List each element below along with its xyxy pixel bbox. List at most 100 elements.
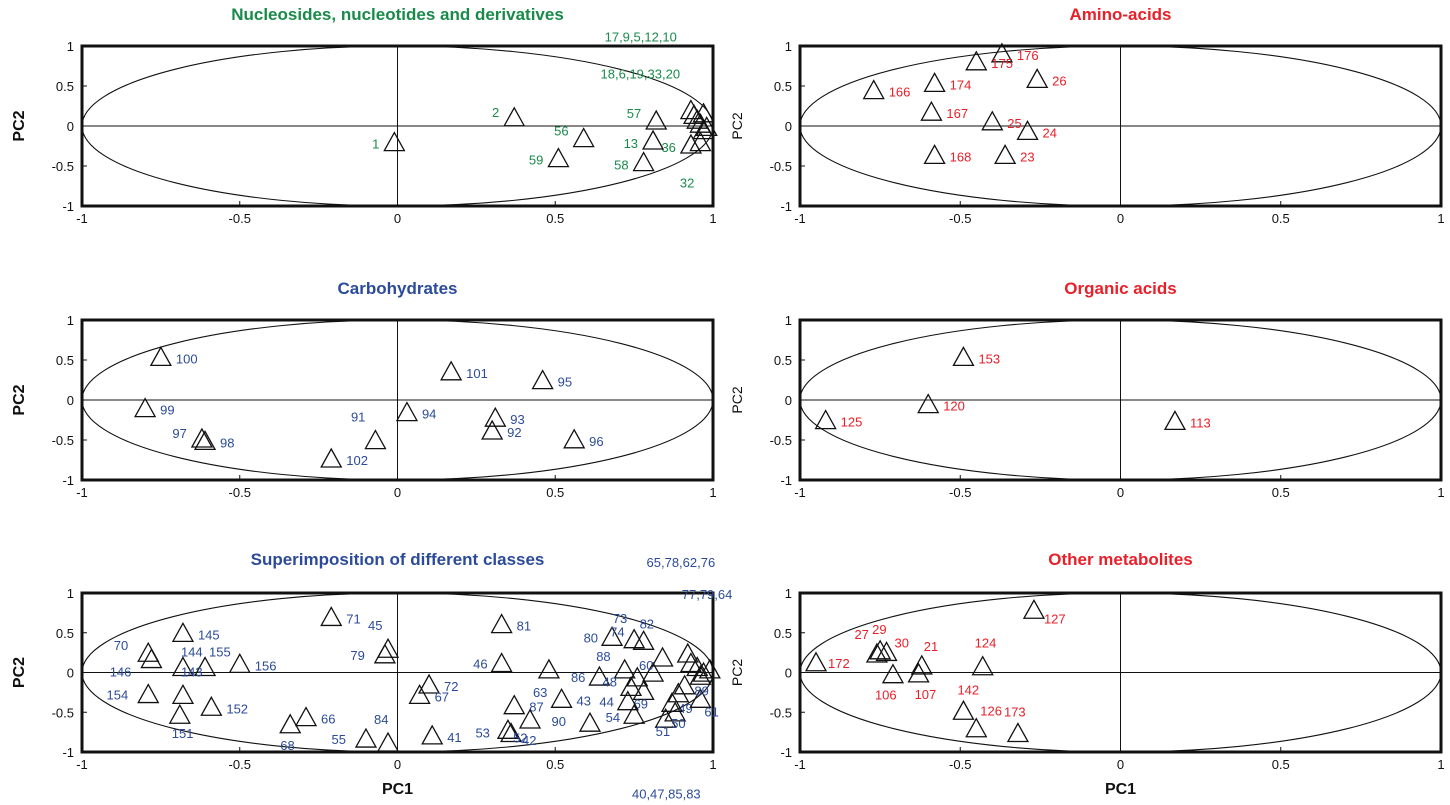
point-marker	[1016, 120, 1039, 141]
y-tick-label: 0	[67, 666, 74, 681]
point-label: 142	[957, 682, 979, 697]
point-marker	[531, 369, 554, 390]
point-label: 27	[854, 627, 868, 642]
point-label: 52	[513, 731, 527, 746]
panel-4: Organic acids -1 -0.5 0 0.5 1 1 0.5 0 -0.5 -1 PC2 15…	[729, 279, 1445, 500]
point-marker	[654, 707, 677, 728]
point-label: 40,47,85,83	[632, 786, 701, 801]
y-tick-label: -0.5	[52, 705, 74, 720]
point-label: 56	[554, 124, 568, 139]
x-tick-label: -0.5	[229, 485, 251, 500]
point-marker	[613, 658, 636, 679]
point-marker	[881, 663, 905, 684]
point-label: 30	[895, 635, 909, 650]
x-axis-label: PC1	[382, 781, 413, 798]
point-marker	[168, 703, 191, 724]
point-label: 46	[473, 657, 487, 672]
point-label: 70	[114, 638, 128, 653]
point-label: 50	[671, 716, 685, 731]
x-tick-label: 0.5	[546, 211, 564, 226]
point-label: 72	[444, 679, 458, 694]
panel-5: Superimposition of different classes -1 -0…	[11, 550, 732, 801]
point-label: 143	[181, 664, 203, 679]
y-tick-label: 0.5	[774, 79, 792, 94]
point-marker	[1163, 410, 1187, 431]
point-label: 1	[372, 137, 379, 152]
point-marker	[320, 606, 343, 627]
point-label: 26	[1052, 73, 1066, 88]
point-marker	[692, 661, 715, 682]
point-label: 101	[466, 366, 488, 381]
y-tick-label: -0.5	[52, 159, 74, 174]
y-tick-label: 1	[67, 313, 74, 328]
point-label: 167	[946, 106, 968, 121]
point-marker	[965, 717, 988, 738]
point-marker	[814, 409, 837, 430]
x-tick-label: 0.5	[546, 757, 564, 772]
point-marker	[373, 643, 396, 664]
y-tick-label: 0.5	[774, 353, 792, 368]
point-label: 61	[704, 704, 718, 719]
point-label: 86	[571, 670, 585, 685]
chart-title: Superimposition of different classes	[251, 550, 545, 569]
point-label: 107	[915, 687, 937, 702]
y-axis-label: PC2	[729, 386, 745, 413]
point-marker	[563, 428, 586, 449]
point-marker	[695, 116, 718, 137]
point-label: 144	[181, 645, 203, 660]
point-label: 153	[978, 351, 1000, 366]
point-label: 168	[950, 149, 972, 164]
point-marker	[923, 144, 946, 165]
y-tick-label: 1	[785, 313, 792, 328]
point-marker	[376, 637, 400, 658]
y-tick-label: 0.5	[774, 626, 792, 641]
point-label: 89	[694, 683, 708, 698]
point-label: 152	[226, 701, 248, 716]
point-label: 24	[1043, 125, 1057, 140]
point-marker	[907, 662, 930, 683]
point-marker	[632, 680, 655, 701]
point-marker	[865, 642, 889, 663]
y-axis-label: PC2	[11, 110, 28, 141]
point-marker	[200, 695, 223, 716]
point-marker	[965, 50, 988, 71]
point-marker	[421, 724, 444, 745]
point-marker	[994, 144, 1017, 165]
point-marker	[679, 652, 703, 673]
y-tick-label: -1	[780, 473, 792, 488]
point-label: 124	[975, 636, 997, 651]
point-label: 42	[522, 733, 536, 748]
x-tick-label: -0.5	[949, 211, 971, 226]
x-axis-label: PC1	[1105, 781, 1136, 798]
x-tick-label: 0	[1117, 757, 1124, 772]
x-tick-label: 0.5	[546, 485, 564, 500]
point-label: 29	[872, 622, 886, 637]
x-tick-label: -0.5	[949, 485, 971, 500]
point-marker	[910, 654, 933, 675]
x-tick-label: 0	[394, 211, 401, 226]
point-label: 156	[255, 658, 277, 673]
x-tick-label: 1	[709, 211, 716, 226]
chart-title: Organic acids	[1064, 279, 1176, 298]
point-marker	[692, 119, 715, 140]
y-tick-label: 0	[67, 119, 74, 134]
x-tick-label: 0	[394, 757, 401, 772]
point-label: 93	[510, 412, 524, 427]
point-marker	[917, 393, 940, 414]
point-marker	[667, 682, 690, 703]
point-label: 173	[1004, 705, 1026, 720]
point-label: 175	[991, 56, 1013, 71]
point-marker	[537, 658, 561, 679]
point-marker	[376, 731, 400, 752]
point-label: 126	[980, 704, 1002, 719]
y-tick-label: -1	[62, 473, 74, 488]
point-marker	[875, 641, 898, 662]
point-label: 49	[678, 701, 692, 716]
chart-title: Amino-acids	[1069, 5, 1171, 24]
point-marker	[645, 109, 668, 130]
point-marker	[1006, 722, 1030, 743]
point-label: 23	[1020, 149, 1034, 164]
point-marker	[190, 427, 213, 448]
point-label: 44	[599, 695, 613, 710]
